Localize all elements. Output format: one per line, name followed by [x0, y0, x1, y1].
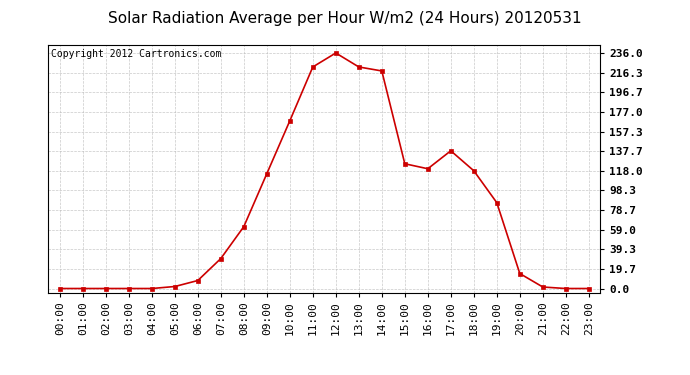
- Text: Copyright 2012 Cartronics.com: Copyright 2012 Cartronics.com: [51, 49, 221, 59]
- Text: Solar Radiation Average per Hour W/m2 (24 Hours) 20120531: Solar Radiation Average per Hour W/m2 (2…: [108, 11, 582, 26]
